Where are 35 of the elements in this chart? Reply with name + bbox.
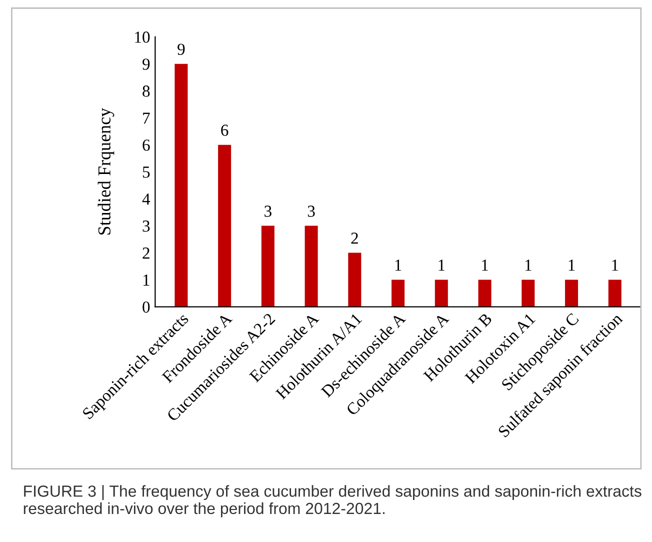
bar bbox=[522, 280, 535, 307]
y-tick-label: 6 bbox=[142, 140, 150, 151]
data-label: 9 bbox=[178, 44, 185, 55]
bar bbox=[218, 144, 232, 307]
y-tick-label: 3 bbox=[142, 220, 150, 232]
bar bbox=[304, 226, 318, 307]
data-label: 1 bbox=[395, 260, 402, 271]
y-axis-title: Studied Frquency bbox=[98, 108, 114, 235]
data-label: 3 bbox=[264, 206, 272, 217]
data-label: 1 bbox=[482, 260, 488, 271]
data-label: 1 bbox=[438, 260, 445, 271]
bar bbox=[565, 280, 578, 307]
y-tick-label: 10 bbox=[135, 32, 150, 43]
bar bbox=[434, 280, 448, 307]
bar bbox=[608, 280, 622, 307]
y-tick-label: 0 bbox=[142, 301, 150, 313]
bar bbox=[348, 252, 362, 307]
y-tick-label: 2 bbox=[142, 248, 150, 259]
data-label: 1 bbox=[612, 260, 618, 271]
bar bbox=[478, 280, 492, 307]
y-tick-label: 1 bbox=[143, 274, 150, 286]
y-tick-label: 4 bbox=[142, 194, 150, 205]
data-label: 6 bbox=[221, 124, 228, 136]
y-tick-label: 7 bbox=[143, 112, 150, 124]
data-label: 3 bbox=[308, 206, 315, 217]
bar bbox=[261, 226, 274, 307]
bar bbox=[174, 64, 188, 307]
data-label: 1 bbox=[568, 260, 575, 271]
y-tick-label: 5 bbox=[142, 166, 150, 178]
bar bbox=[392, 280, 405, 307]
caption: FIGURE 3 | The frequency of sea cucumber derived saponins and saponin-rich extracts researched in-vivo over the period from 2012-2021. bbox=[24, 485, 642, 518]
data-label: 1 bbox=[525, 260, 532, 271]
data-label: 2 bbox=[351, 232, 358, 244]
y-tick-label: 9 bbox=[142, 58, 150, 70]
y-tick-label: 8 bbox=[142, 86, 150, 97]
